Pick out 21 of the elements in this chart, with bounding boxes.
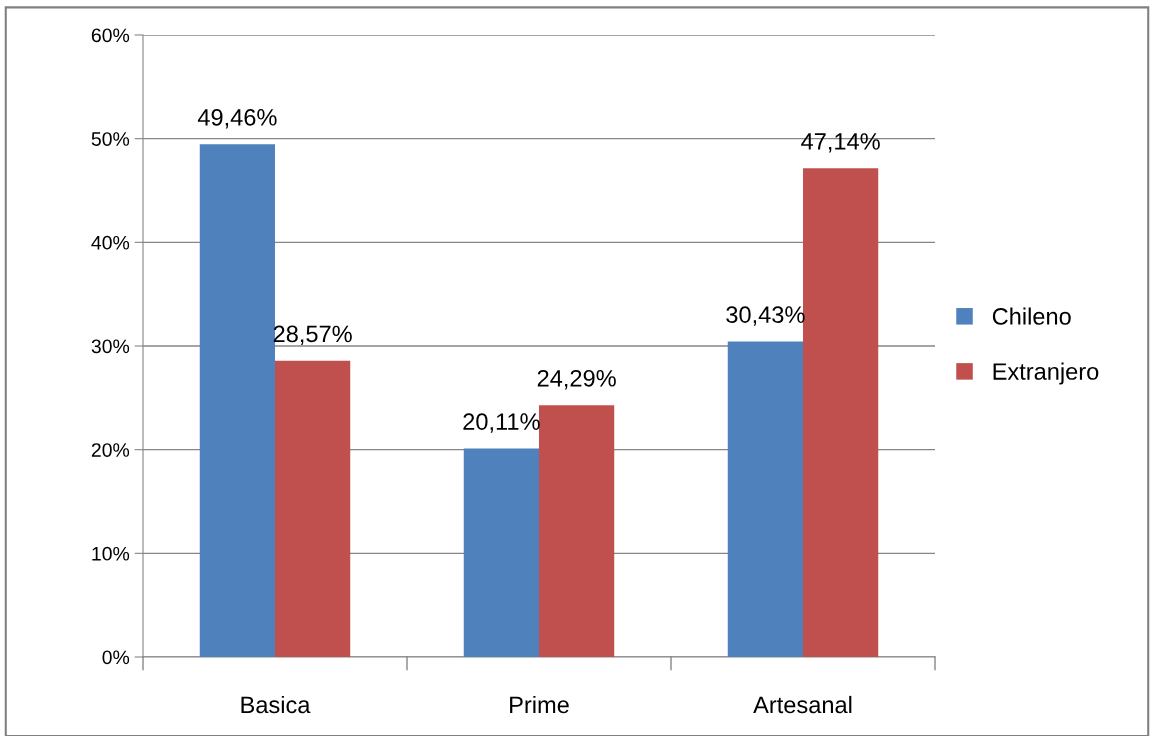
data-label: 47,14% (801, 133, 880, 153)
bar (463, 448, 539, 657)
bar (803, 168, 879, 657)
x-tick-label: Basica (241, 695, 311, 714)
y-tick-label: 30% (91, 339, 130, 354)
y-tick-label: 20% (91, 443, 130, 457)
data-label: 24,29% (537, 369, 616, 390)
y-tick-label: 10% (92, 546, 130, 561)
bar (539, 405, 615, 657)
bar (275, 360, 351, 657)
data-label: 49,46% (197, 108, 277, 129)
x-tick-label: Artesanal (753, 695, 852, 714)
legend-label: Chileno (992, 307, 1071, 325)
bar (199, 144, 275, 657)
bar (727, 341, 803, 657)
legend-label: Extranjero (993, 362, 1099, 385)
y-tick-label: 60% (91, 28, 130, 43)
y-tick-label: 0% (102, 650, 130, 665)
y-tick-label: 40% (91, 235, 130, 250)
x-tick-label: Prime (510, 695, 569, 714)
y-tick-label: 50% (91, 132, 130, 146)
